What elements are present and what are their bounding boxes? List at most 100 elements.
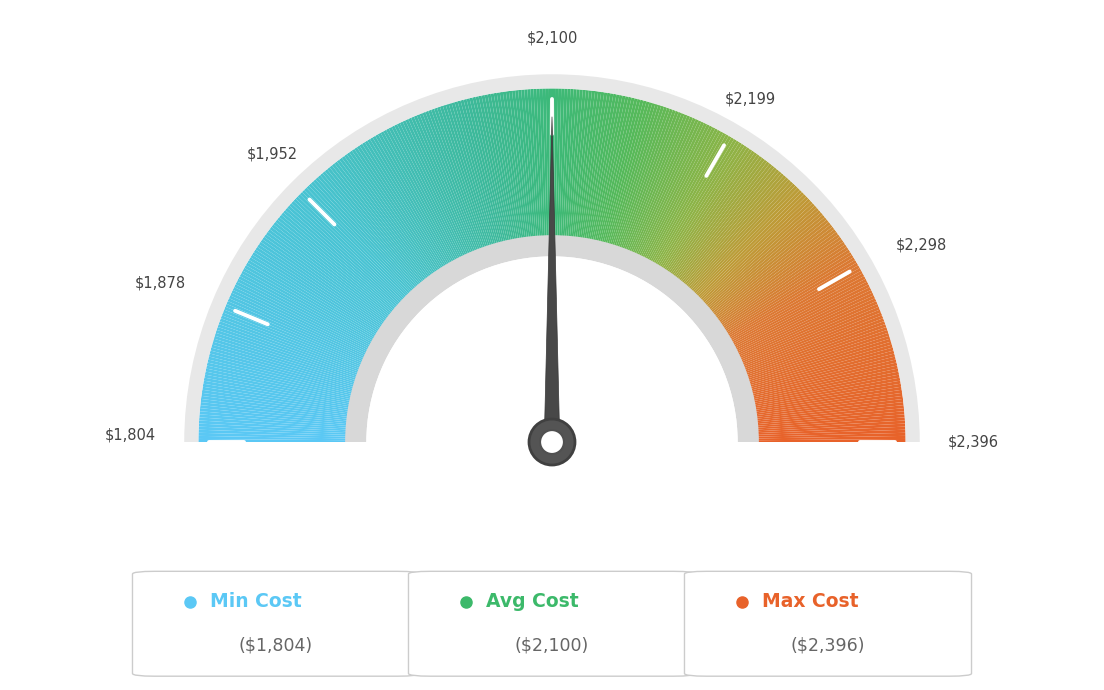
Wedge shape bbox=[211, 344, 354, 387]
Wedge shape bbox=[500, 92, 523, 239]
Wedge shape bbox=[719, 237, 841, 324]
Wedge shape bbox=[716, 232, 838, 322]
Wedge shape bbox=[346, 235, 758, 442]
Wedge shape bbox=[545, 88, 550, 237]
Wedge shape bbox=[367, 257, 737, 442]
Circle shape bbox=[529, 419, 575, 465]
Wedge shape bbox=[630, 115, 690, 253]
Wedge shape bbox=[608, 102, 652, 246]
Wedge shape bbox=[710, 217, 827, 313]
Wedge shape bbox=[573, 90, 592, 238]
Wedge shape bbox=[204, 377, 350, 406]
Wedge shape bbox=[756, 411, 904, 426]
Text: $2,298: $2,298 bbox=[895, 238, 947, 253]
Wedge shape bbox=[437, 107, 487, 248]
Wedge shape bbox=[211, 348, 354, 389]
Wedge shape bbox=[200, 402, 348, 421]
Text: ($1,804): ($1,804) bbox=[238, 637, 314, 655]
Wedge shape bbox=[756, 414, 905, 428]
Wedge shape bbox=[749, 339, 891, 384]
Wedge shape bbox=[753, 368, 899, 401]
Wedge shape bbox=[443, 105, 490, 247]
Wedge shape bbox=[311, 181, 413, 292]
Wedge shape bbox=[537, 88, 545, 237]
Wedge shape bbox=[720, 239, 843, 326]
Wedge shape bbox=[683, 171, 782, 286]
Wedge shape bbox=[620, 109, 673, 249]
Wedge shape bbox=[750, 344, 893, 387]
Wedge shape bbox=[746, 330, 889, 379]
Wedge shape bbox=[718, 234, 840, 323]
Wedge shape bbox=[349, 150, 436, 274]
Wedge shape bbox=[304, 188, 410, 296]
Wedge shape bbox=[639, 121, 704, 257]
Wedge shape bbox=[287, 206, 400, 306]
Wedge shape bbox=[381, 131, 454, 263]
Wedge shape bbox=[232, 290, 367, 355]
Wedge shape bbox=[199, 439, 347, 442]
Wedge shape bbox=[285, 208, 399, 308]
Wedge shape bbox=[755, 393, 903, 415]
Wedge shape bbox=[533, 89, 543, 237]
Wedge shape bbox=[332, 164, 426, 282]
Wedge shape bbox=[587, 94, 616, 240]
Wedge shape bbox=[757, 439, 905, 442]
Wedge shape bbox=[455, 101, 497, 245]
Wedge shape bbox=[757, 430, 905, 437]
Wedge shape bbox=[650, 131, 723, 263]
Wedge shape bbox=[756, 405, 904, 422]
Wedge shape bbox=[203, 381, 350, 408]
Wedge shape bbox=[457, 101, 499, 244]
Wedge shape bbox=[700, 197, 808, 301]
Wedge shape bbox=[624, 111, 679, 250]
Wedge shape bbox=[368, 139, 446, 267]
Wedge shape bbox=[756, 417, 905, 429]
Wedge shape bbox=[518, 90, 534, 238]
Wedge shape bbox=[636, 119, 699, 255]
Wedge shape bbox=[200, 411, 348, 426]
Wedge shape bbox=[199, 414, 348, 428]
Wedge shape bbox=[502, 92, 526, 239]
Wedge shape bbox=[235, 282, 369, 351]
Wedge shape bbox=[572, 90, 588, 238]
Text: $1,804: $1,804 bbox=[105, 427, 156, 442]
Wedge shape bbox=[210, 351, 354, 391]
Wedge shape bbox=[223, 310, 362, 367]
Wedge shape bbox=[460, 99, 500, 244]
Wedge shape bbox=[725, 252, 852, 333]
Wedge shape bbox=[626, 112, 681, 251]
Wedge shape bbox=[660, 142, 742, 269]
Wedge shape bbox=[229, 295, 365, 359]
Wedge shape bbox=[215, 330, 358, 379]
Wedge shape bbox=[740, 301, 878, 362]
Wedge shape bbox=[658, 139, 736, 267]
Wedge shape bbox=[431, 109, 484, 249]
Wedge shape bbox=[757, 433, 905, 438]
Circle shape bbox=[540, 430, 564, 454]
Wedge shape bbox=[254, 249, 380, 332]
Wedge shape bbox=[751, 353, 895, 393]
Wedge shape bbox=[640, 123, 707, 257]
Wedge shape bbox=[528, 89, 540, 237]
Wedge shape bbox=[709, 215, 825, 312]
Wedge shape bbox=[184, 75, 920, 442]
Wedge shape bbox=[676, 159, 767, 279]
Wedge shape bbox=[689, 179, 790, 290]
Wedge shape bbox=[633, 117, 693, 254]
FancyBboxPatch shape bbox=[408, 571, 696, 676]
Wedge shape bbox=[279, 215, 395, 312]
Wedge shape bbox=[704, 206, 817, 306]
Wedge shape bbox=[202, 390, 349, 413]
Wedge shape bbox=[752, 359, 896, 396]
Wedge shape bbox=[242, 270, 373, 344]
Wedge shape bbox=[291, 201, 402, 304]
Wedge shape bbox=[705, 208, 819, 308]
Wedge shape bbox=[680, 166, 775, 283]
Wedge shape bbox=[555, 88, 561, 237]
Wedge shape bbox=[715, 229, 836, 320]
Wedge shape bbox=[755, 396, 903, 417]
Wedge shape bbox=[731, 270, 862, 344]
Wedge shape bbox=[244, 265, 374, 341]
Wedge shape bbox=[627, 113, 684, 252]
Wedge shape bbox=[414, 115, 474, 253]
